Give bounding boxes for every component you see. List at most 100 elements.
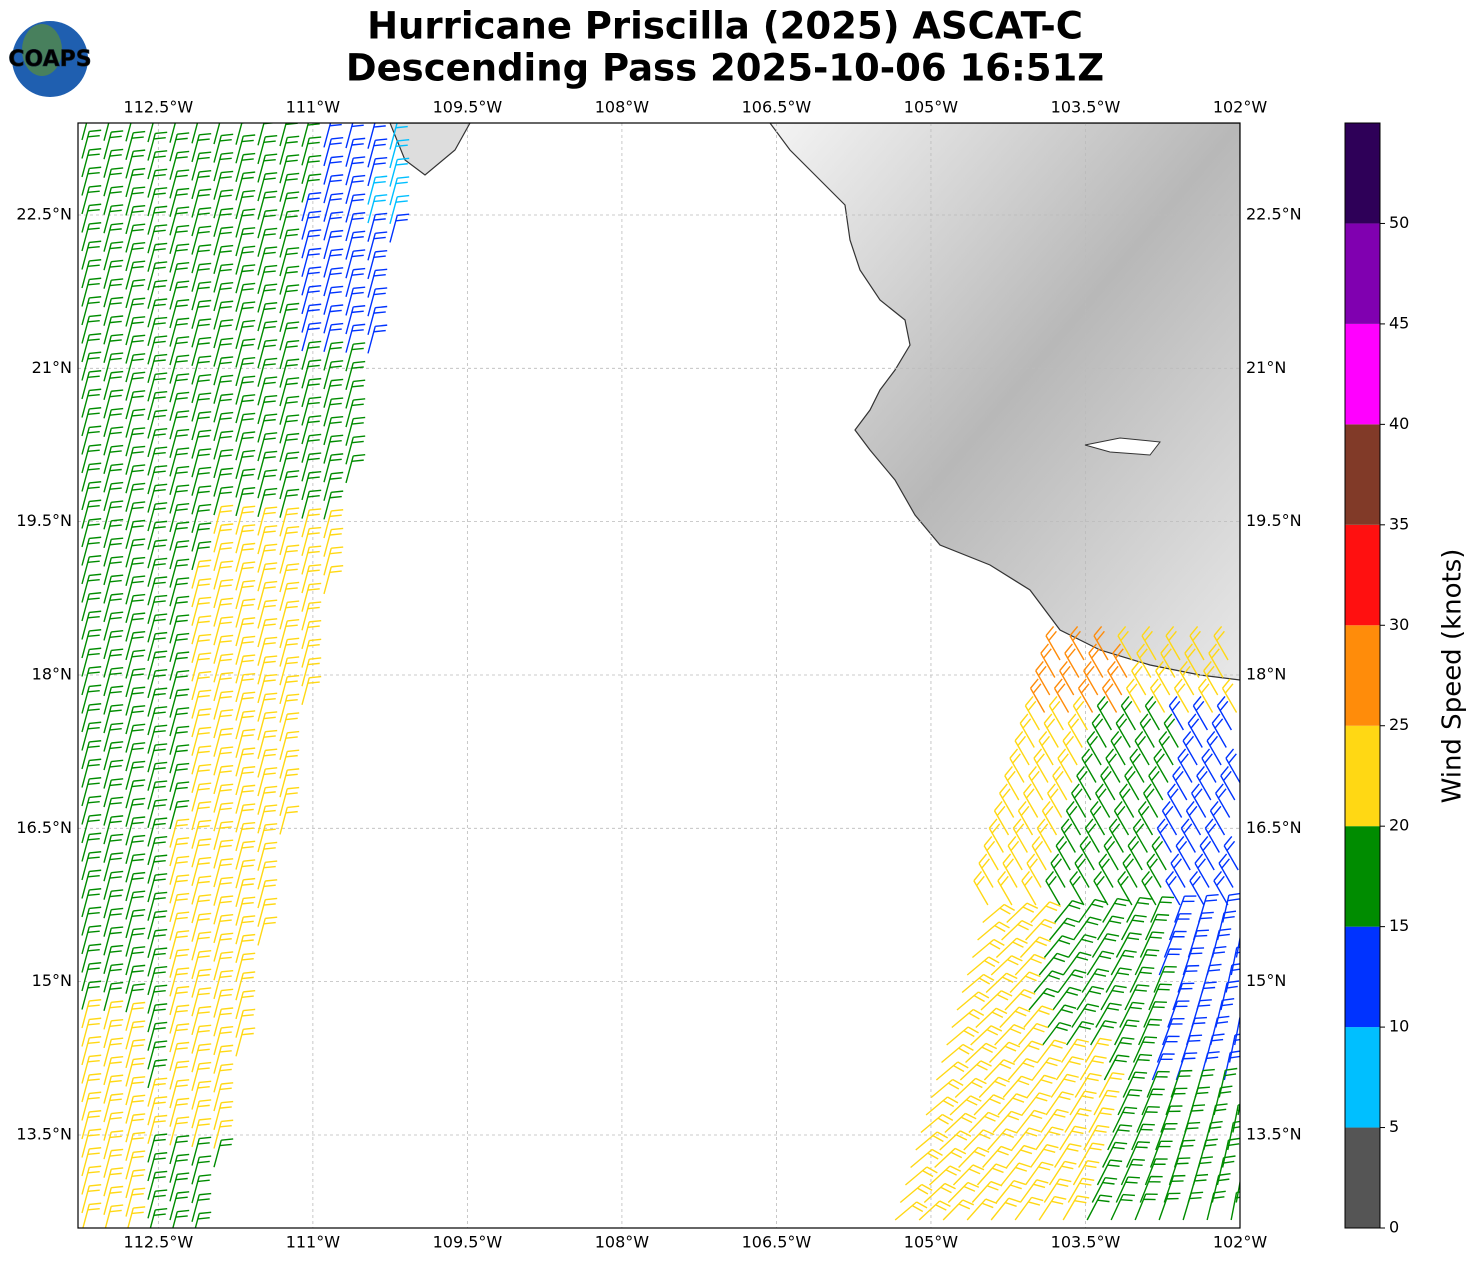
wind-barb [1017, 801, 1034, 836]
wind-barb [103, 204, 124, 234]
wind-barb [125, 742, 146, 772]
wind-barb [1112, 643, 1128, 678]
wind-barb [103, 1111, 124, 1141]
wind-barb [147, 1077, 168, 1107]
wind-barb [1168, 696, 1184, 731]
wind-barb [81, 555, 102, 585]
wind-barb [147, 1096, 168, 1126]
wind-barb [279, 172, 300, 202]
wind-barb [235, 915, 256, 945]
wind-barb [975, 1007, 1008, 1029]
wind-barb [989, 1041, 1021, 1063]
wind-barb [104, 1204, 124, 1228]
wind-barb [125, 649, 146, 679]
wind-barb [1091, 713, 1107, 748]
wind-barb [213, 820, 234, 850]
wind-barb [973, 871, 989, 906]
wind-barb [1168, 1157, 1191, 1186]
wind-barb [1011, 1127, 1041, 1151]
wind-barb [1067, 1177, 1095, 1203]
wind-barb [993, 801, 1010, 836]
wind-barb [345, 249, 366, 279]
wind-barb [1177, 748, 1193, 783]
wind-barb [1144, 913, 1170, 941]
colorbar-tick-label: 45 [1389, 313, 1409, 332]
wind-barb [1004, 766, 1020, 801]
wind-barb [169, 187, 190, 217]
wind-barb [103, 741, 124, 771]
wind-barb [213, 467, 234, 497]
wind-barb [389, 213, 410, 243]
wind-barb [125, 1094, 146, 1124]
wind-barb [1129, 966, 1155, 993]
wind-barb [279, 600, 300, 630]
wind-barb [147, 224, 168, 254]
wind-barb [1129, 748, 1145, 783]
wind-barb [81, 980, 102, 1010]
wind-barb [125, 927, 146, 957]
wind-barb [345, 156, 366, 186]
wind-barb [1050, 1073, 1079, 1098]
wind-barb [279, 432, 300, 463]
wind-barb [169, 1060, 190, 1090]
wind-barb [235, 691, 256, 721]
wind-barb [103, 907, 124, 937]
wind-barb [915, 1131, 949, 1151]
wind-barb [125, 1076, 146, 1106]
wind-barb [1026, 853, 1042, 888]
colorbar-tick-label: 30 [1389, 615, 1409, 634]
wind-barb [323, 527, 344, 557]
wind-barb [103, 944, 124, 974]
wind-barb [323, 322, 344, 353]
wind-barb [1076, 985, 1105, 1011]
wind-barb [81, 1128, 102, 1158]
wind-barb [235, 710, 256, 740]
wind-barbs [81, 123, 1240, 1228]
wind-barb [191, 763, 212, 794]
wind-barb [125, 297, 146, 327]
wind-barb [1102, 897, 1130, 923]
wind-barb [345, 416, 366, 446]
wind-barb [103, 130, 124, 160]
wind-barb [1168, 913, 1192, 941]
wind-barb [235, 449, 256, 479]
wind-barb [235, 784, 256, 814]
wind-barb [961, 973, 995, 994]
wind-barb [81, 795, 102, 825]
wind-barb [235, 319, 256, 350]
wind-barb [81, 240, 102, 270]
wind-barb [169, 651, 190, 681]
wind-barb [81, 407, 102, 437]
lon-tick-label: 102°W [1213, 1233, 1268, 1252]
wind-barb [1024, 696, 1040, 731]
wind-barb [257, 711, 278, 741]
wind-barb [125, 1001, 146, 1031]
wind-barb [169, 855, 190, 885]
wind-barb [301, 322, 322, 352]
wind-barb [235, 338, 256, 368]
wind-barb [301, 173, 322, 203]
wind-barb [125, 909, 146, 939]
logo-text: COAPS [8, 47, 91, 72]
wind-barb [367, 194, 388, 224]
wind-barb [147, 1114, 168, 1144]
wind-barb [103, 722, 124, 752]
wind-barb [1197, 678, 1214, 713]
wind-barb [191, 1080, 212, 1110]
wind-barb [147, 428, 168, 458]
wind-barb [125, 538, 146, 568]
wind-barb [169, 614, 190, 644]
wind-barb [1221, 678, 1238, 713]
wind-barb [1057, 748, 1073, 783]
wind-barb [1052, 766, 1068, 801]
wind-barb [990, 955, 1023, 976]
wind-barb [949, 1095, 982, 1116]
wind-barb [323, 397, 344, 427]
wind-barb [147, 446, 168, 476]
wind-barb [103, 611, 124, 641]
wind-barb [103, 796, 124, 826]
wind-barb [103, 1037, 124, 1067]
wind-barb [1132, 1036, 1158, 1063]
lon-tick-label: 111°W [286, 98, 341, 117]
wind-barb [213, 560, 234, 590]
